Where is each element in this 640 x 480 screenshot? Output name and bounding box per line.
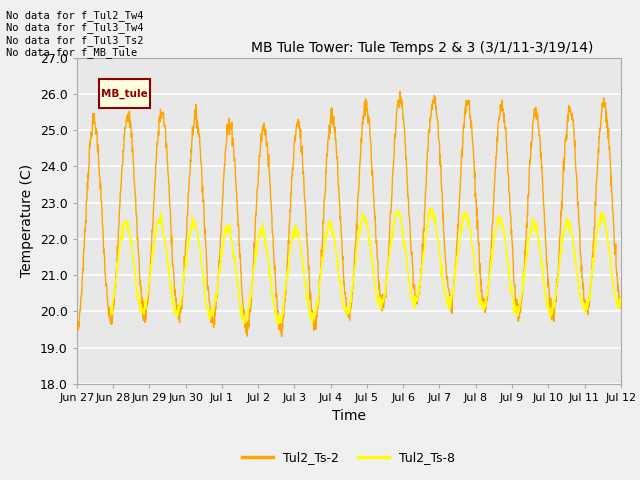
X-axis label: Time: Time (332, 408, 366, 422)
Legend: Tul2_Ts-2, Tul2_Ts-8: Tul2_Ts-2, Tul2_Ts-8 (237, 446, 460, 469)
Text: No data for f_Tul2_Tw4
No data for f_Tul3_Tw4
No data for f_Tul3_Ts2
No data for: No data for f_Tul2_Tw4 No data for f_Tul… (6, 10, 144, 58)
Text: MB_tule: MB_tule (101, 88, 148, 99)
Y-axis label: Temperature (C): Temperature (C) (20, 164, 35, 277)
Text: MB Tule Tower: Tule Temps 2 & 3 (3/1/11-3/19/14): MB Tule Tower: Tule Temps 2 & 3 (3/1/11-… (252, 41, 593, 55)
